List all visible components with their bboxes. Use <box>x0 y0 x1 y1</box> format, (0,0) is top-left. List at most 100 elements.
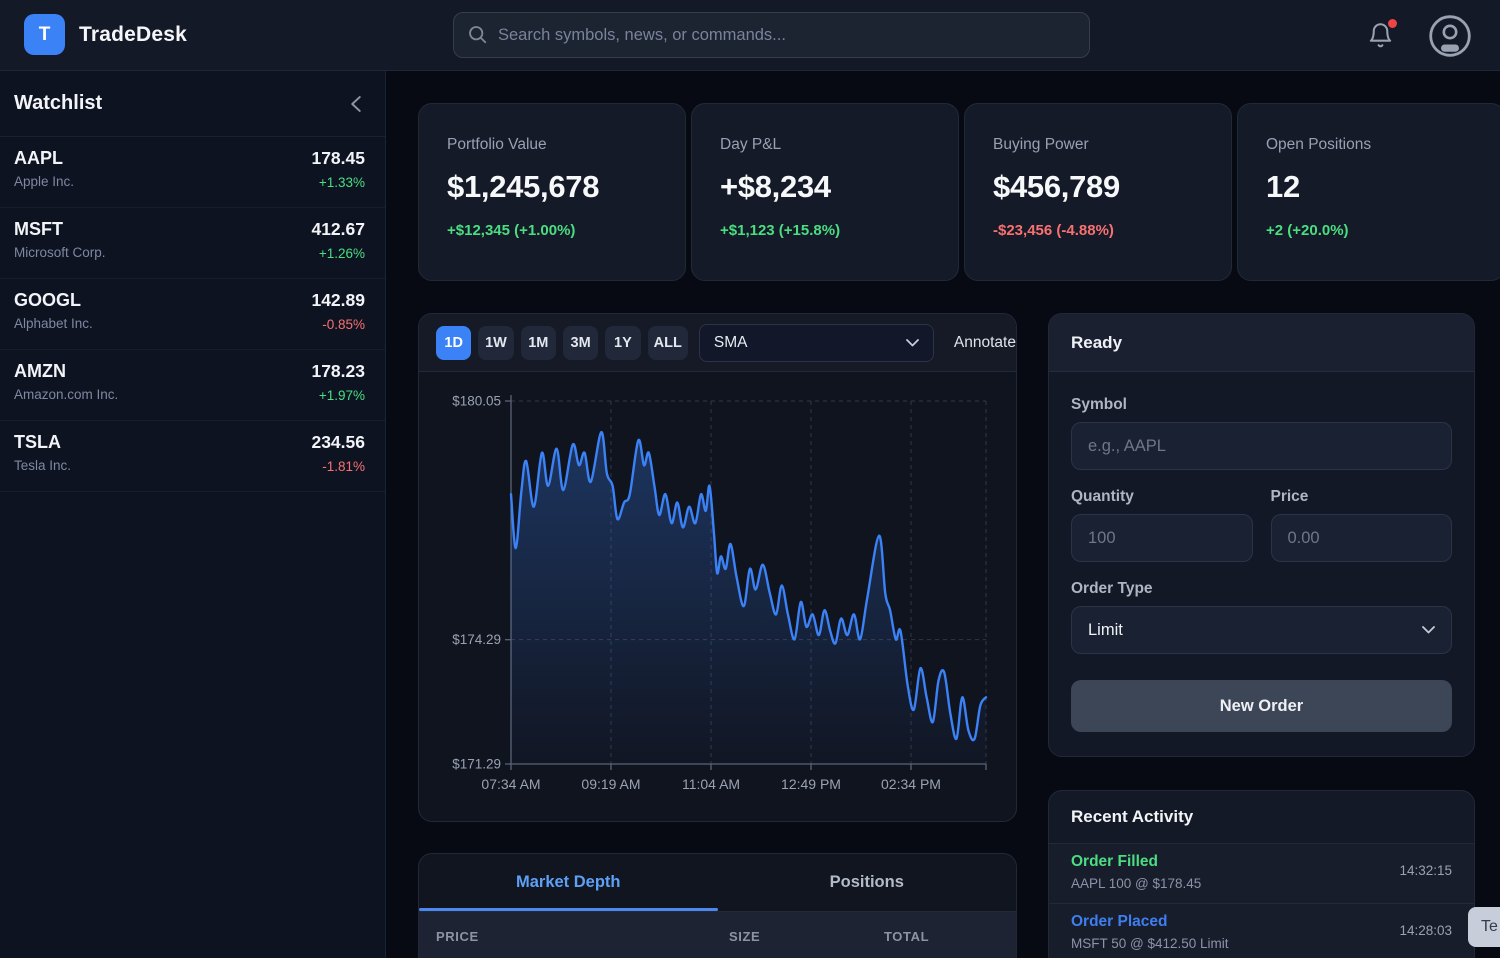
activity-item-time: 14:32:15 <box>1399 863 1452 878</box>
column-size: SIZE <box>729 928 761 944</box>
activity-item-time: 14:28:03 <box>1399 923 1452 938</box>
topbar-actions <box>1367 0 1472 71</box>
stat-label: Open Positions <box>1266 136 1372 153</box>
svg-text:02:34 PM: 02:34 PM <box>881 776 941 792</box>
tab-market-depth[interactable]: Market Depth <box>419 854 718 911</box>
stat-label: Portfolio Value <box>447 136 547 153</box>
search-input[interactable] <box>498 25 1075 45</box>
column-price: PRICE <box>436 928 479 944</box>
activity-item[interactable]: Order Filled AAPL 100 @ $178.45 14:32:15 <box>1049 844 1474 904</box>
price: 234.56 <box>311 432 365 452</box>
indicator-value: SMA <box>713 333 748 351</box>
order-type-value: Limit <box>1088 620 1123 639</box>
new-order-button[interactable]: New Order <box>1071 680 1452 732</box>
watchlist-item[interactable]: AMZN Amazon.com Inc. 178.23 +1.97% <box>0 350 385 421</box>
order-type-label: Order Type <box>1071 580 1153 597</box>
bottom-tabs: Market Depth Positions <box>419 854 1016 912</box>
watchlist-item[interactable]: AAPL Apple Inc. 178.45 +1.33% <box>0 137 385 208</box>
stat-change: +2 (+20.0%) <box>1266 222 1349 239</box>
svg-text:$180.05: $180.05 <box>452 394 501 409</box>
symbol: AAPL <box>14 148 63 168</box>
chart-card: 1D 1W 1M 3M 1Y ALL SMA Annotate 07:34 AM… <box>418 313 1017 822</box>
timeframe-button-3m[interactable]: 3M <box>562 325 599 360</box>
svg-text:09:19 AM: 09:19 AM <box>581 776 640 792</box>
app-logo[interactable]: T <box>24 14 65 55</box>
order-form: Symbol Quantity Price Order Type Limit <box>1049 372 1474 732</box>
search-bar[interactable] <box>453 12 1090 58</box>
depth-table-header: PRICE SIZE TOTAL <box>419 912 1016 958</box>
toast-text: Te <box>1481 918 1498 935</box>
indicator-select[interactable]: SMA <box>698 323 934 362</box>
bell-icon <box>1369 23 1392 48</box>
recent-activity-title: Recent Activity <box>1071 807 1194 826</box>
stat-card-open-positions: Open Positions 12 +2 (+20.0%) <box>1237 103 1500 281</box>
activity-item-title: Order Filled <box>1071 853 1158 870</box>
quantity-label: Quantity <box>1071 488 1134 505</box>
collapse-sidebar-button[interactable] <box>347 92 365 116</box>
price: 178.45 <box>311 148 365 168</box>
recent-activity-header: Recent Activity <box>1049 791 1474 844</box>
topbar: T TradeDesk <box>0 0 1500 71</box>
watchlist-item[interactable]: MSFT Microsoft Corp. 412.67 +1.26% <box>0 208 385 279</box>
timeframe-button-all[interactable]: ALL <box>647 325 688 360</box>
order-status: Ready <box>1071 332 1123 352</box>
company-name: Microsoft Corp. <box>14 245 106 260</box>
svg-text:$174.29: $174.29 <box>452 632 501 647</box>
price-input[interactable] <box>1270 514 1452 562</box>
search-icon <box>469 26 487 44</box>
change: -1.81% <box>322 459 365 474</box>
brand-wrap: T TradeDesk <box>24 14 187 55</box>
company-name: Apple Inc. <box>14 174 75 189</box>
order-type-select[interactable]: Limit <box>1071 606 1452 654</box>
change: +1.26% <box>318 246 365 261</box>
watchlist-item[interactable]: TSLA Tesla Inc. 234.56 -1.81% <box>0 421 385 492</box>
price: 178.23 <box>311 361 365 381</box>
watchlist-sidebar: Watchlist AAPL Apple Inc. 178.45 +1.33% … <box>0 71 386 958</box>
activity-item-title: Order Placed <box>1071 913 1168 930</box>
svg-text:11:04 AM: 11:04 AM <box>682 776 740 792</box>
user-avatar-button[interactable] <box>1428 14 1472 58</box>
company-name: Tesla Inc. <box>14 458 72 473</box>
watchlist-item[interactable]: GOOGL Alphabet Inc. 142.89 -0.85% <box>0 279 385 350</box>
tab-positions[interactable]: Positions <box>718 854 1017 911</box>
activity-item-detail: AAPL 100 @ $178.45 <box>1071 876 1202 891</box>
stats-row: Portfolio Value $1,245,678 +$12,345 (+1.… <box>418 103 1500 281</box>
stat-value: $1,245,678 <box>447 169 600 204</box>
price: 412.67 <box>311 219 365 239</box>
notification-dot <box>1388 19 1397 28</box>
stat-change: -$23,456 (-4.88%) <box>993 222 1114 239</box>
symbol-label: Symbol <box>1071 396 1127 413</box>
company-name: Alphabet Inc. <box>14 316 93 331</box>
change: +1.97% <box>318 388 365 403</box>
stat-card-day-pnl: Day P&L +$8,234 +$1,123 (+15.8%) <box>691 103 959 281</box>
toast-notification[interactable]: Te <box>1468 907 1500 947</box>
activity-item-detail: MSFT 50 @ $412.50 Limit <box>1071 936 1229 951</box>
symbol: GOOGL <box>14 290 81 310</box>
stat-change: +$1,123 (+15.8%) <box>720 222 841 239</box>
quantity-input[interactable] <box>1071 514 1253 562</box>
logo-letter: T <box>38 23 51 45</box>
price-chart[interactable]: 07:34 AM 09:19 AM 11:04 AM 12:49 PM 02:34 PM… <box>419 314 1017 822</box>
symbol-input[interactable] <box>1071 422 1452 470</box>
svg-text:$171.29: $171.29 <box>452 757 501 772</box>
timeframe-button-1w[interactable]: 1W <box>478 325 514 360</box>
stat-label: Day P&L <box>720 136 782 153</box>
chevron-down-icon <box>906 338 919 346</box>
symbol: AMZN <box>14 361 66 381</box>
market-depth-panel: Market Depth Positions PRICE SIZE TOTAL <box>418 853 1017 958</box>
stat-label: Buying Power <box>993 136 1089 153</box>
chart-toolbar: 1D 1W 1M 3M 1Y ALL SMA Annotate <box>419 314 1016 372</box>
watchlist-title: Watchlist <box>14 92 103 114</box>
annotate-button[interactable]: Annotate <box>953 333 1016 351</box>
timeframe-button-1m[interactable]: 1M <box>520 325 556 360</box>
company-name: Amazon.com Inc. <box>14 387 119 402</box>
order-panel-header: Ready <box>1049 314 1474 372</box>
order-panel: Ready Symbol Quantity Price Order Type L… <box>1048 313 1475 757</box>
notifications-button[interactable] <box>1367 19 1397 49</box>
stat-change: +$12,345 (+1.00%) <box>447 222 576 239</box>
symbol: TSLA <box>14 432 61 452</box>
timeframe-button-1y[interactable]: 1Y <box>605 325 641 360</box>
timeframe-button-1d[interactable]: 1D <box>436 325 472 360</box>
activity-item[interactable]: Order Placed MSFT 50 @ $412.50 Limit 14:… <box>1049 904 1474 958</box>
